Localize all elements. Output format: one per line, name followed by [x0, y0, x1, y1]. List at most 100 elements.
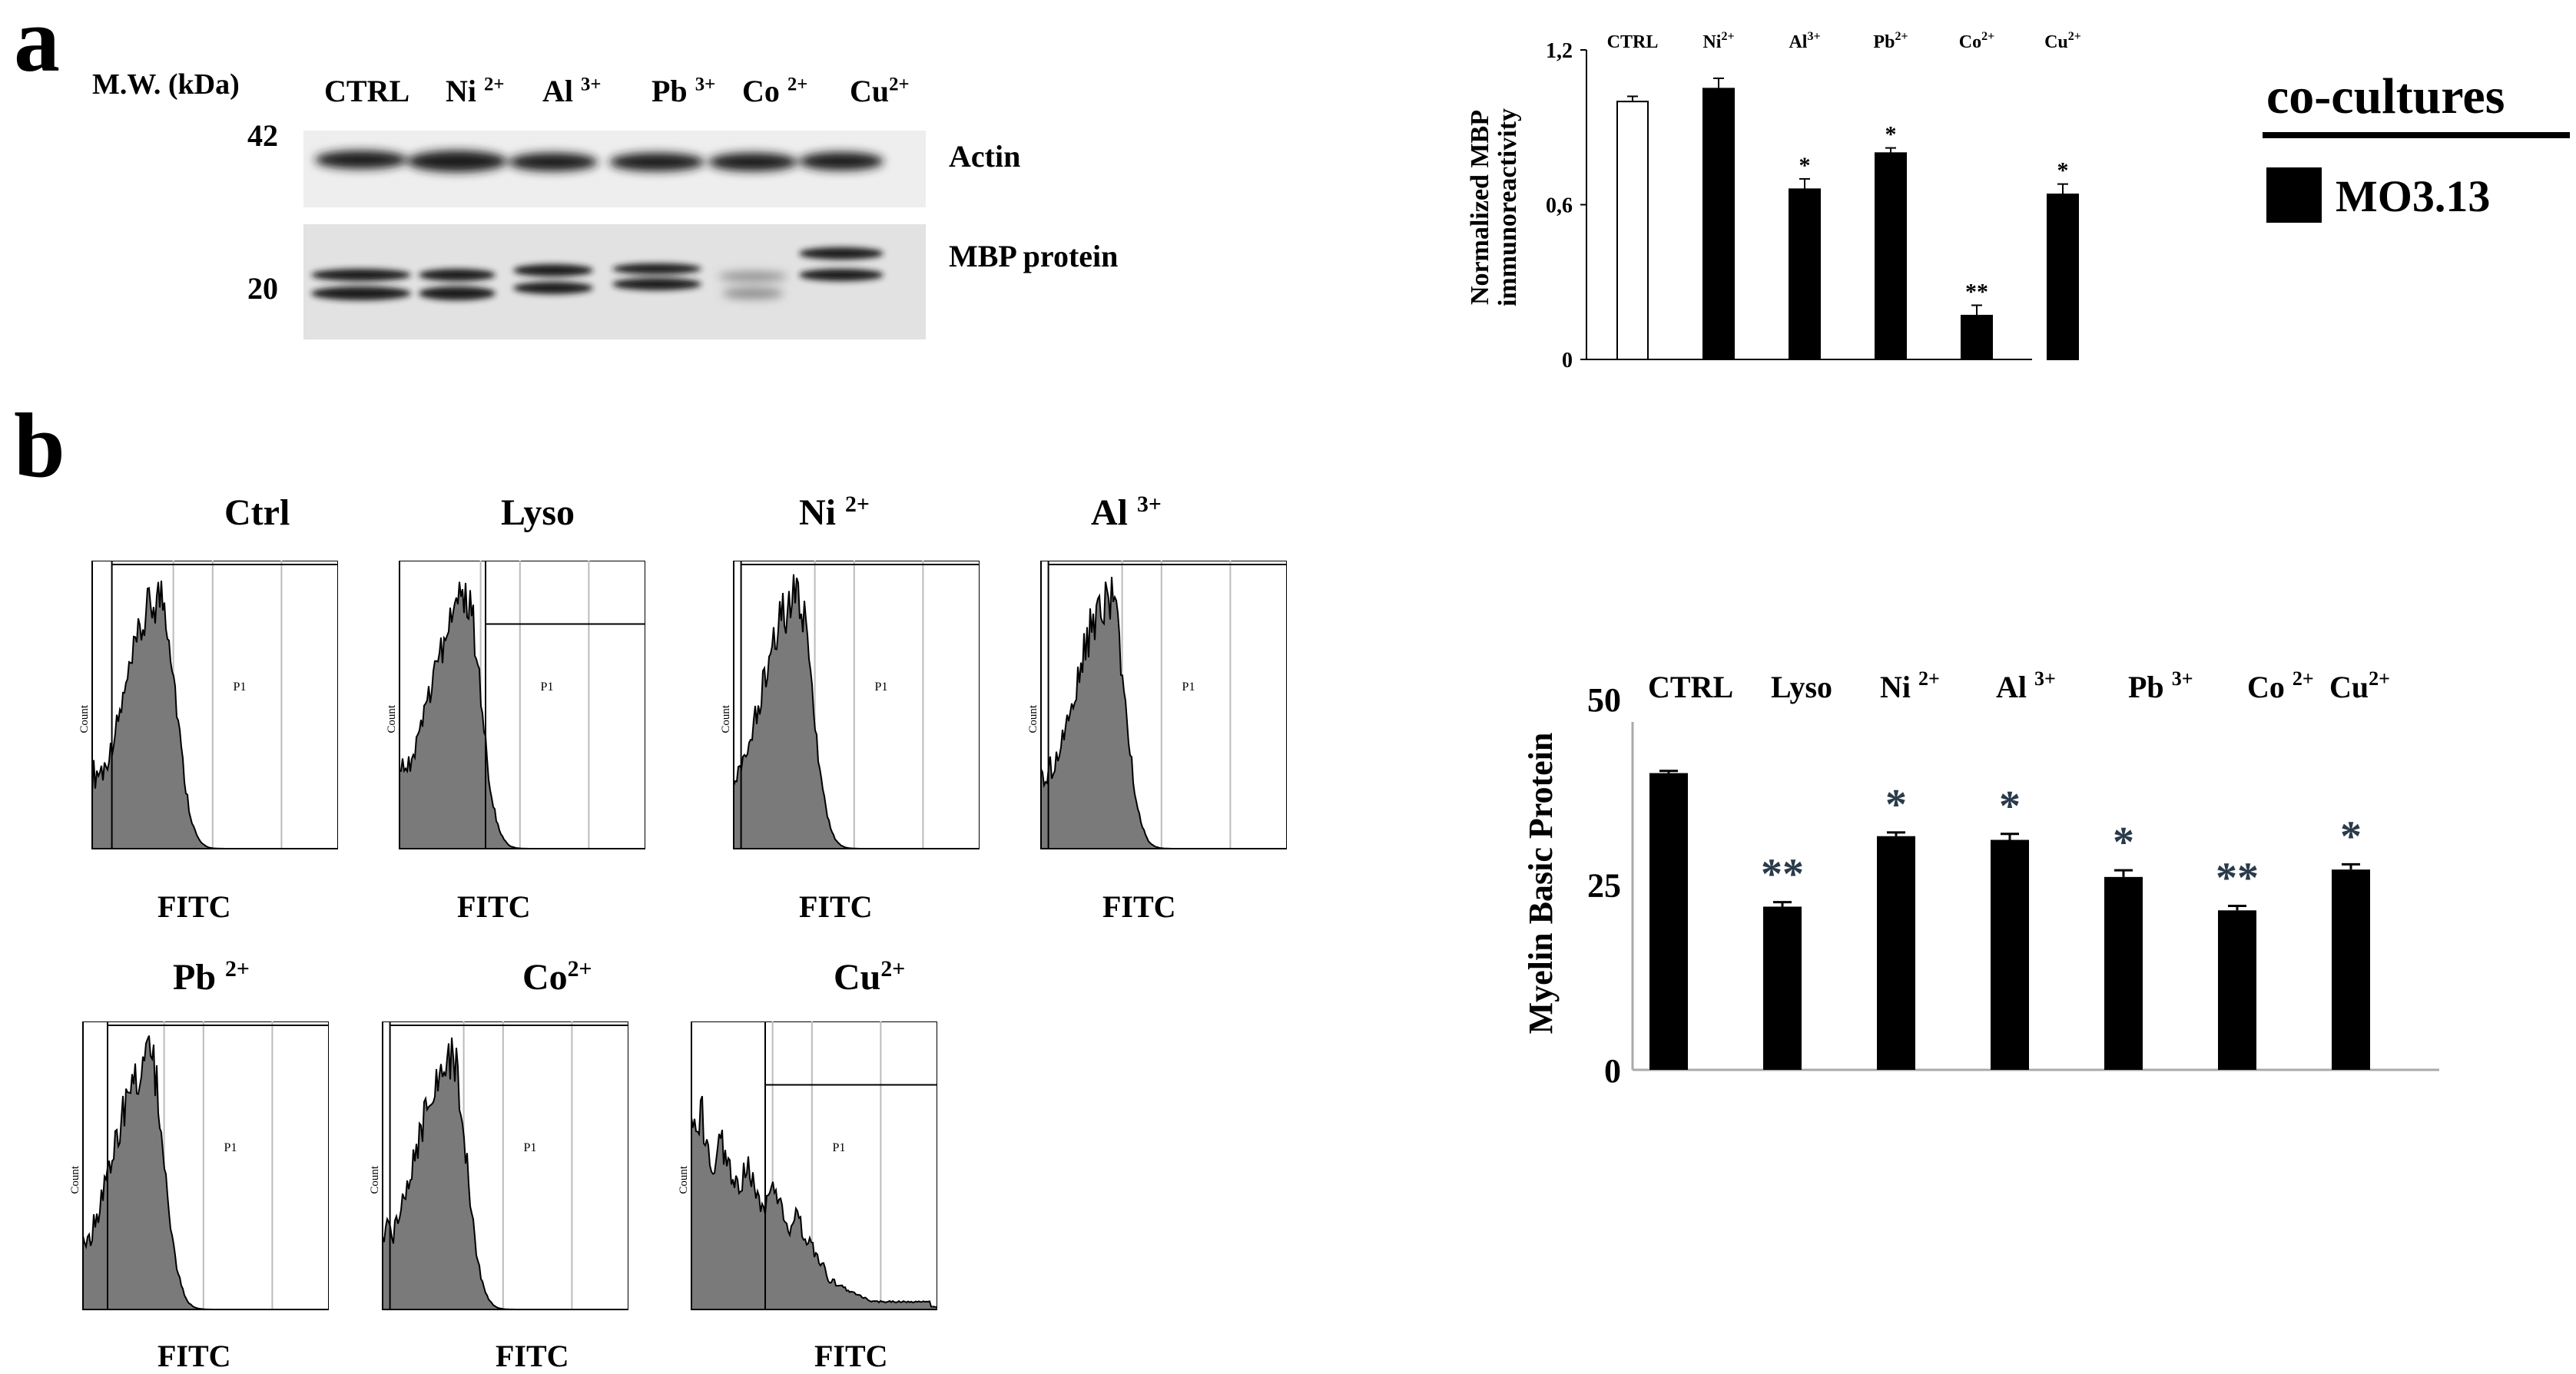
lane-label-pb: Pb 3+ — [651, 74, 716, 108]
histogram-ylabel: Count — [1027, 704, 1039, 733]
histogram-title: Co2+ — [522, 956, 592, 998]
chart2-bar — [1763, 906, 1802, 1070]
chart1-significance: * — [1799, 153, 1811, 178]
histogram-gate-label: P1 — [875, 680, 888, 694]
histogram-title: Ni 2+ — [799, 492, 870, 533]
chart1-bar — [1616, 101, 1649, 361]
histogram-title: Lyso — [501, 492, 575, 533]
chart1-ytick-label: 1,2 — [1546, 39, 1573, 63]
lane-label-ni: Ni 2+ — [446, 74, 505, 108]
chart2-bar — [2332, 869, 2370, 1070]
histogram-trace — [382, 1037, 628, 1310]
histogram-gate-label: P1 — [234, 680, 247, 694]
chart1-category-label: Al3+ — [1789, 30, 1820, 52]
flow-histogram: P1 Count — [69, 1021, 329, 1310]
chart2-bar — [2104, 876, 2143, 1070]
histogram-trace — [82, 1035, 329, 1310]
flow-histogram: P1 Count — [369, 1021, 628, 1310]
chart1-ytick-label: 0,6 — [1546, 194, 1573, 218]
histogram-xlabel: FITC — [157, 889, 231, 924]
histogram-trace — [91, 580, 338, 849]
histogram-ylabel: Count — [369, 1165, 381, 1194]
histogram-title: Pb 2+ — [173, 956, 250, 998]
flow-histogram: P1 Count — [78, 561, 338, 849]
chart1-significance: * — [2057, 158, 2069, 184]
chart1-category-label: Cu2+ — [2044, 30, 2081, 52]
lane-label-ctrl: CTRL — [324, 74, 410, 108]
chart2-bar — [1649, 773, 1688, 1070]
histogram-title: Ctrl — [224, 492, 290, 533]
histogram-gate-label: P1 — [541, 680, 554, 694]
chart1-bar — [1961, 314, 1993, 360]
chart2-category-label: Co 2+ — [2247, 667, 2314, 704]
histogram-title: Cu2+ — [834, 956, 906, 998]
chart2-ytick-label: 25 — [1587, 867, 1621, 905]
chart2-ytick-label: 0 — [1604, 1052, 1621, 1090]
band-label-mbp: MBP protein — [949, 239, 1119, 273]
mw-marker-20: 20 — [247, 271, 278, 306]
lane-label-co: Co 2+ — [742, 74, 808, 108]
chart1-category-label: CTRL — [1607, 32, 1659, 52]
chart1-bar — [1702, 88, 1735, 360]
chart1-ytick-label: 0 — [1562, 349, 1573, 372]
histogram-ylabel: Count — [720, 704, 732, 733]
legend-swatch — [2266, 167, 2322, 223]
chart2-significance: * — [1885, 781, 1907, 829]
chart2-significance: * — [1999, 783, 2021, 830]
histogram-trace — [733, 574, 980, 849]
lane-label-cu: Cu2+ — [850, 74, 910, 108]
chart2-bar — [1877, 836, 1915, 1070]
chart1-significance: * — [1885, 122, 1897, 147]
histogram-ylabel: Count — [386, 704, 398, 733]
legend-underline — [2263, 132, 2570, 138]
legend-entry: MO3.13 — [2336, 171, 2491, 221]
chart1-bar — [1875, 152, 1907, 360]
panel-a-letter: a — [14, 0, 60, 91]
histogram-gate-label: P1 — [1182, 680, 1195, 694]
histogram-xlabel: FITC — [814, 1339, 888, 1373]
lane-label-al: Al 3+ — [542, 74, 602, 108]
chart1-category-label: Pb2+ — [1873, 30, 1908, 52]
chart1-bar — [1789, 188, 1821, 360]
chart2-significance: * — [2113, 819, 2134, 866]
mw-label: M.W. (kDa) — [92, 68, 240, 101]
flow-histogram: P1 Count — [678, 1021, 937, 1310]
histogram-gate-label: P1 — [224, 1141, 237, 1154]
flow-histogram: P1 Count — [386, 561, 645, 849]
chart2-significance: * — [2340, 813, 2362, 860]
chart-normalized-mbp: 0 0,6 1,2 Normalized MBPimmunoreactivity CTR… — [1466, 30, 2081, 372]
histogram-xlabel: FITC — [1102, 889, 1176, 924]
mw-marker-42: 42 — [247, 118, 278, 153]
chart1-significance: ** — [1965, 279, 1988, 304]
chart2-category-label: Cu2+ — [2329, 667, 2390, 704]
histogram-gate-label: P1 — [833, 1141, 846, 1154]
chart2-bar — [1991, 839, 2029, 1070]
chart2-category-label: Pb 3+ — [2128, 667, 2193, 704]
chart2-category-label: Al 3+ — [1996, 667, 2056, 704]
chart2-category-label: Ni 2+ — [1880, 667, 1940, 704]
chart2-bar — [2218, 910, 2256, 1070]
flow-histogram: P1 Count — [720, 561, 980, 849]
histogram-xlabel: FITC — [457, 889, 531, 924]
chart2-category-label: CTRL — [1648, 670, 1733, 704]
histogram-title: Al 3+ — [1091, 492, 1162, 533]
histogram-ylabel: Count — [78, 704, 91, 733]
chart2-category-label: Lyso — [1771, 670, 1832, 704]
band-label-actin: Actin — [949, 139, 1021, 174]
chart2-significance: ** — [2216, 855, 2259, 902]
flow-histogram: P1 Count — [1027, 561, 1287, 849]
chart1-bar — [2047, 194, 2079, 360]
chart1-category-label: Co2+ — [1959, 30, 1994, 52]
chart1-category-label: Ni2+ — [1702, 30, 1734, 52]
histogram-trace — [691, 1095, 937, 1310]
chart1-ylabel: Normalized MBPimmunoreactivity — [1466, 108, 1522, 306]
histogram-xlabel: FITC — [496, 1339, 569, 1373]
chart2-significance: ** — [1761, 851, 1804, 899]
panel-b-letter: b — [14, 394, 65, 496]
histogram-trace — [1040, 577, 1287, 849]
western-blot-image — [303, 131, 926, 339]
legend-title: co-cultures — [2266, 68, 2505, 124]
histogram-xlabel: FITC — [799, 889, 873, 924]
histogram-ylabel: Count — [69, 1165, 81, 1194]
